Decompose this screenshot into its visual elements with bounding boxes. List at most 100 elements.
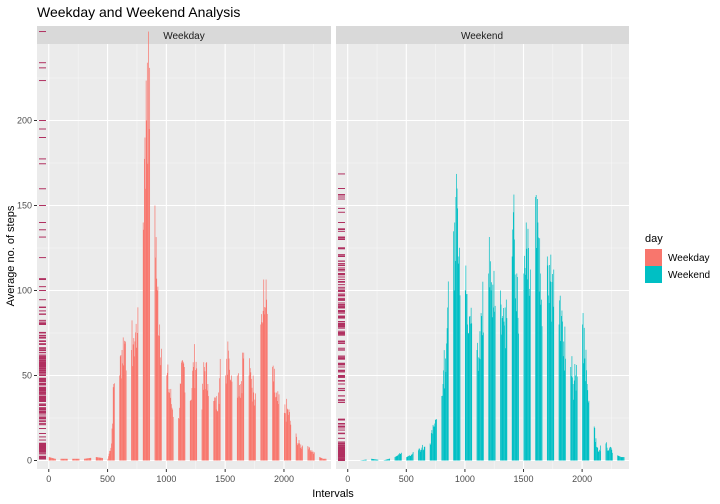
- bar: [607, 450, 609, 461]
- bar: [412, 452, 414, 461]
- bar: [436, 419, 437, 461]
- bar: [275, 397, 276, 461]
- bar: [525, 222, 527, 461]
- bar: [78, 458, 79, 461]
- bar: [470, 323, 471, 461]
- y-tick-label: 200: [17, 116, 32, 126]
- bar: [158, 335, 160, 461]
- bar: [457, 208, 459, 461]
- bar: [430, 433, 432, 461]
- bar: [308, 449, 309, 461]
- y-tick-label: 150: [17, 201, 32, 211]
- bar: [61, 458, 62, 461]
- bar: [84, 458, 85, 461]
- bar: [515, 311, 517, 461]
- bar: [178, 418, 179, 461]
- bar: [432, 424, 434, 461]
- bar: [524, 267, 526, 461]
- bar: [202, 383, 203, 461]
- bar: [307, 446, 309, 461]
- bar: [308, 446, 310, 461]
- bar: [423, 446, 425, 461]
- bar: [389, 458, 391, 461]
- bar: [395, 456, 396, 461]
- bar: [72, 458, 74, 461]
- bar: [182, 360, 183, 461]
- bar: [255, 393, 256, 461]
- bar: [585, 381, 586, 461]
- bar: [101, 457, 102, 461]
- bar: [375, 459, 376, 461]
- bar: [517, 317, 519, 461]
- bar: [442, 395, 443, 461]
- bar: [112, 387, 114, 461]
- bar: [272, 367, 273, 461]
- bar: [309, 451, 311, 461]
- bar: [576, 376, 578, 461]
- bar: [518, 333, 519, 461]
- bar: [584, 358, 586, 461]
- bar: [195, 361, 197, 461]
- bar: [467, 332, 469, 461]
- bar: [536, 199, 538, 461]
- bar: [501, 334, 502, 461]
- bar: [549, 265, 551, 461]
- bar: [441, 395, 443, 461]
- bar: [262, 323, 263, 461]
- bar: [396, 455, 398, 461]
- bar: [193, 344, 195, 461]
- bar: [478, 357, 480, 461]
- bar: [377, 459, 378, 461]
- bar: [593, 426, 595, 461]
- bar: [301, 448, 302, 461]
- bar: [253, 405, 255, 461]
- bar: [617, 455, 619, 461]
- legend-title: day: [645, 233, 663, 245]
- bar: [87, 458, 89, 461]
- bar: [572, 377, 573, 461]
- bar: [219, 358, 221, 461]
- bar: [108, 456, 109, 461]
- bar: [249, 368, 251, 461]
- bar: [321, 457, 322, 461]
- bar: [467, 324, 468, 461]
- bar: [418, 450, 419, 461]
- bar: [119, 356, 121, 461]
- bar: [54, 458, 55, 461]
- bar: [195, 369, 196, 461]
- bar: [575, 390, 577, 461]
- bar: [433, 426, 435, 461]
- bar: [48, 457, 50, 461]
- bar: [371, 458, 373, 461]
- bar: [74, 458, 75, 461]
- bar: [537, 222, 539, 461]
- bar: [252, 401, 253, 461]
- bar: [576, 364, 577, 461]
- bar: [274, 392, 276, 461]
- bar: [606, 442, 607, 461]
- bar: [137, 307, 139, 461]
- bar: [119, 375, 121, 461]
- bar: [561, 316, 562, 461]
- bar: [311, 450, 313, 461]
- bar: [289, 411, 290, 461]
- bar: [64, 458, 66, 461]
- bar: [204, 371, 206, 461]
- bar: [447, 307, 449, 461]
- bar: [538, 291, 540, 461]
- bar: [619, 456, 620, 461]
- bar: [374, 459, 375, 461]
- bar: [526, 248, 528, 461]
- bar: [453, 231, 454, 461]
- bar: [154, 205, 156, 461]
- bar: [573, 399, 575, 461]
- bar: [321, 458, 323, 461]
- bar: [216, 410, 218, 461]
- bar: [504, 325, 505, 461]
- bar: [263, 279, 265, 461]
- bar: [133, 338, 135, 461]
- bar: [51, 457, 52, 461]
- bar: [410, 456, 412, 461]
- bar: [88, 458, 90, 461]
- bar: [309, 447, 310, 461]
